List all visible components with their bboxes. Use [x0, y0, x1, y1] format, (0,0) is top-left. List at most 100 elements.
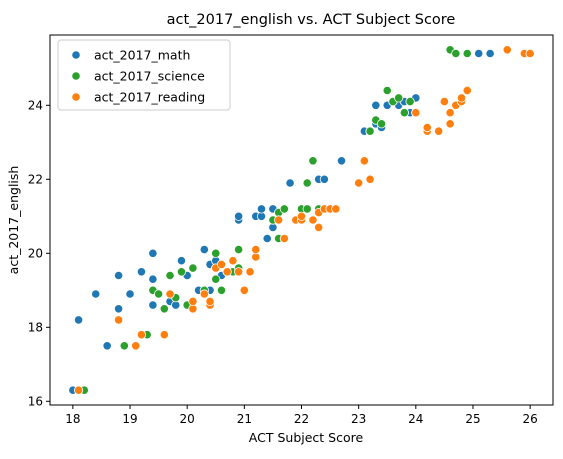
- x-tick-label: 26: [522, 412, 537, 426]
- data-point: [474, 48, 484, 59]
- legend-label: act_2017_science: [94, 69, 205, 84]
- data-point: [73, 385, 84, 395]
- data-point: [113, 304, 124, 314]
- data-point: [102, 341, 112, 351]
- data-point: [125, 289, 135, 299]
- x-tick-label: 21: [237, 412, 252, 426]
- x-tick-label: 20: [180, 412, 195, 426]
- data-point: [148, 300, 158, 310]
- data-point: [222, 267, 232, 277]
- data-point: [216, 259, 227, 269]
- data-point: [159, 330, 169, 340]
- data-point: [119, 341, 129, 351]
- data-point: [245, 267, 255, 277]
- data-point: [279, 204, 289, 214]
- data-point: [211, 274, 221, 284]
- y-tick-label: 16: [28, 394, 43, 408]
- data-point: [234, 267, 244, 277]
- data-point: [502, 45, 512, 55]
- data-point: [199, 245, 209, 255]
- data-point: [136, 330, 147, 340]
- data-point: [296, 211, 307, 221]
- data-point: [91, 289, 101, 299]
- y-axis-label: act_2017_english: [6, 166, 21, 275]
- y-tick-label: 18: [28, 320, 43, 334]
- data-point: [319, 174, 329, 184]
- data-point: [285, 178, 295, 188]
- legend-label: act_2017_reading: [94, 90, 205, 105]
- legend-marker: [71, 71, 81, 81]
- data-point: [256, 204, 267, 214]
- legend-marker: [71, 92, 81, 102]
- chart-title: act_2017_english vs. ACT Subject Score: [167, 12, 456, 28]
- data-point: [485, 48, 495, 59]
- data-point: [131, 341, 141, 351]
- data-point: [274, 215, 284, 225]
- data-point: [262, 233, 272, 244]
- legend-label: act_2017_math: [94, 48, 190, 63]
- data-point: [176, 267, 187, 277]
- data-point: [159, 304, 169, 314]
- data-point: [365, 174, 375, 184]
- y-tick-label: 24: [28, 98, 43, 112]
- data-point: [354, 178, 364, 188]
- data-point: [462, 85, 472, 96]
- legend-box: [57, 39, 231, 111]
- x-tick-label: 18: [65, 412, 80, 426]
- data-point: [279, 233, 289, 244]
- data-point: [148, 274, 158, 284]
- data-point: [456, 93, 467, 103]
- data-point: [216, 285, 227, 295]
- x-tick-label: 25: [465, 412, 480, 426]
- x-tick-label: 19: [122, 412, 137, 426]
- data-point: [239, 285, 249, 295]
- data-point: [359, 156, 369, 166]
- legend: act_2017_math act_2017_science act_2017_re…: [57, 39, 231, 111]
- x-axis: 18 19 20 21 22 23 24 25 26: [65, 405, 538, 426]
- data-point: [228, 256, 238, 266]
- data-point: [399, 108, 409, 118]
- x-tick-label: 23: [351, 412, 366, 426]
- series-act_2017_reading: [73, 45, 535, 395]
- x-axis-label: ACT Subject Score: [249, 430, 364, 445]
- data-point: [394, 93, 404, 103]
- data-point: [205, 296, 215, 306]
- data-point: [382, 85, 392, 96]
- data-point: [165, 270, 175, 281]
- data-point: [113, 315, 124, 325]
- data-point: [148, 248, 158, 258]
- data-point: [176, 256, 187, 266]
- data-point: [365, 126, 375, 136]
- data-point: [371, 100, 381, 110]
- data-point: [234, 245, 244, 255]
- data-point: [376, 119, 387, 129]
- data-point: [445, 119, 455, 129]
- legend-marker: [71, 50, 81, 60]
- data-point: [308, 156, 318, 166]
- data-point: [188, 296, 198, 306]
- y-tick-label: 22: [28, 172, 43, 186]
- data-point: [439, 97, 449, 107]
- data-point: [445, 108, 455, 118]
- data-point: [211, 248, 221, 258]
- data-point: [314, 222, 324, 232]
- data-point: [411, 108, 421, 118]
- data-point: [451, 48, 461, 59]
- data-point: [525, 48, 535, 59]
- y-tick-label: 20: [28, 246, 43, 260]
- x-tick-label: 22: [294, 412, 309, 426]
- data-point: [234, 211, 244, 221]
- data-point: [113, 270, 124, 281]
- data-point: [199, 289, 209, 299]
- x-tick-label: 24: [408, 412, 423, 426]
- data-point: [422, 122, 432, 133]
- data-point: [302, 204, 312, 214]
- data-point: [308, 215, 318, 225]
- data-point: [331, 204, 341, 214]
- data-point: [136, 267, 147, 277]
- data-point: [188, 263, 198, 273]
- data-point: [434, 126, 444, 136]
- data-point: [165, 289, 175, 299]
